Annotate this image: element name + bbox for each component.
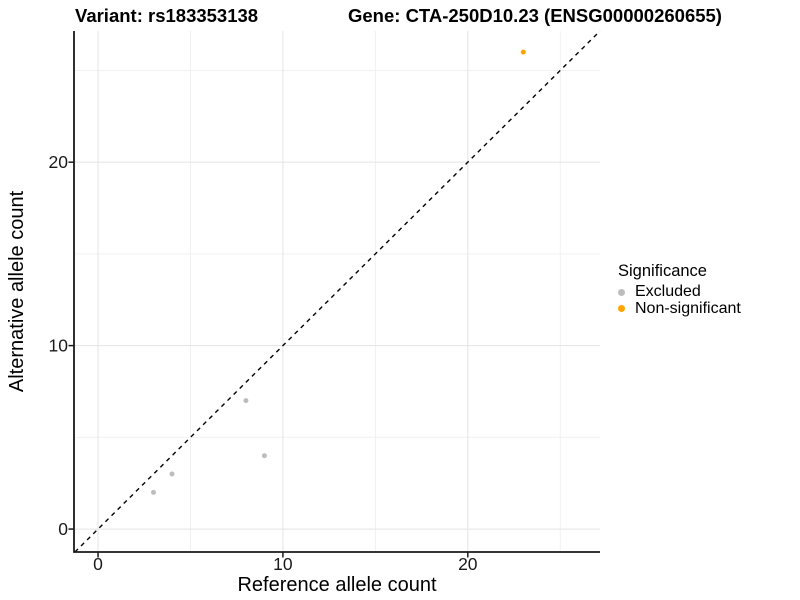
data-points (151, 49, 526, 495)
legend-item-non-significant: Non-significant (614, 299, 741, 318)
legend-item-label: Excluded (635, 283, 701, 300)
variant-title: Variant: rs183353138 (75, 5, 259, 26)
data-point-excluded (169, 471, 175, 477)
y-tick-label: 10 (49, 336, 69, 356)
grid-major-lines (74, 31, 600, 552)
y-axis-title: Alternative allele count (6, 190, 28, 392)
x-axis-title: Reference allele count (237, 574, 437, 596)
x-tick-label: 20 (458, 554, 478, 574)
legend-item-label: Non-significant (635, 299, 741, 317)
y-tick-label: 0 (58, 519, 68, 539)
legend-item-excluded: Excluded (614, 283, 741, 301)
axis-ticks (68, 161, 469, 558)
identity-dashed-line (74, 30, 601, 553)
y-tick-label: 20 (49, 152, 69, 172)
identity-line (74, 30, 601, 553)
x-tick-label: 0 (93, 554, 103, 574)
data-point-non-significant (520, 49, 526, 55)
legend-items: Excluded Non-significant (614, 283, 741, 318)
gene-title: Gene: CTA-250D10.23 (ENSG00000260655) (348, 5, 722, 26)
legend-title: Significance (618, 262, 707, 280)
axis-lines (73, 31, 600, 553)
non-significant-dot-icon (618, 305, 625, 313)
axis-line (73, 31, 600, 553)
data-point-excluded (261, 453, 267, 459)
grid-minor-lines (74, 31, 600, 552)
data-point-excluded (243, 398, 249, 404)
data-point-excluded (151, 489, 157, 495)
legend: Significance Excluded Non-significant (614, 262, 741, 317)
excluded-dot-icon (618, 288, 625, 296)
axis-tick-labels: 0 10 20 0 10 20 (49, 152, 478, 574)
x-tick-label: 10 (273, 554, 293, 574)
